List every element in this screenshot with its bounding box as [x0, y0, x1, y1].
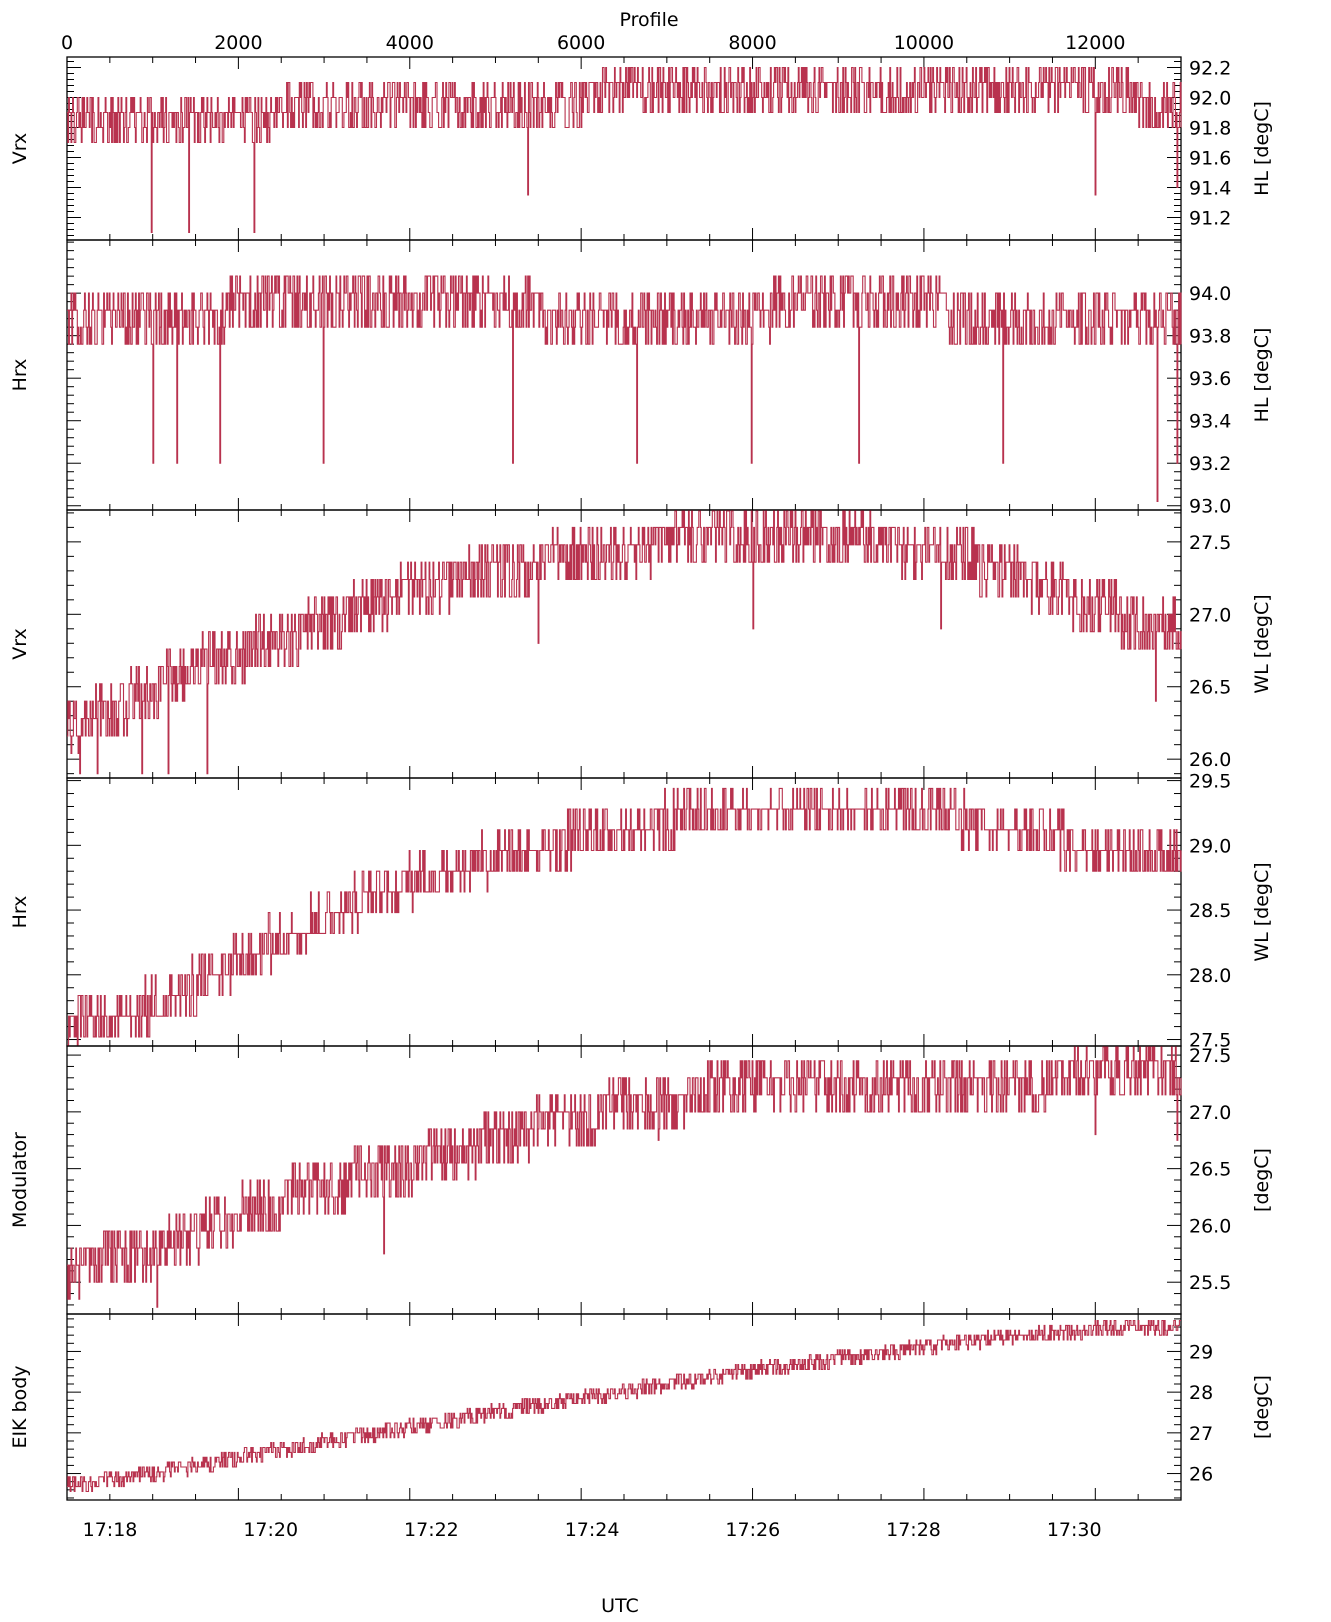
series-line [67, 510, 1182, 775]
bottom-axis-label: UTC [601, 1595, 639, 1617]
y-tick-label: 27 [1189, 1423, 1213, 1445]
panel-5: 25.5 26.0 26.5 27.0 27.5 Modulator [degC] [9, 1045, 1273, 1315]
panel-1: 91.2 91.4 91.6 91.8 92.0 92.2 Vrx HL [degC] [9, 56, 1273, 241]
top-tick-label: 8000 [728, 32, 776, 54]
y-tick-label: 92.2 [1189, 58, 1231, 80]
top-tick-label: 2000 [214, 32, 262, 54]
y-tick-label: 92.0 [1189, 88, 1231, 110]
left-axis-label: EIK body [9, 1365, 31, 1448]
series-line [67, 1319, 1181, 1493]
top-tick-label: 0 [61, 32, 73, 54]
y-tick-label: 93.2 [1189, 453, 1231, 475]
bottom-tick-label: 17:18 [83, 1519, 138, 1541]
y-tick-label: 93.6 [1189, 368, 1231, 390]
y-tick-label: 28 [1189, 1382, 1213, 1404]
top-tick-label: 12000 [1065, 32, 1125, 54]
bottom-tick-label: 17:22 [404, 1519, 459, 1541]
y-tick-label: 26.5 [1189, 677, 1231, 699]
left-axis-label: Vrx [9, 628, 31, 660]
y-tick-label: 26.5 [1189, 1159, 1231, 1181]
bottom-tick-label: 17:24 [565, 1519, 620, 1541]
top-axis-label: Profile [619, 9, 678, 31]
y-tick-label: 28.5 [1189, 900, 1231, 922]
bottom-tick-label: 17:20 [243, 1519, 298, 1541]
y-tick-label: 91.8 [1189, 118, 1231, 140]
top-tick-label: 4000 [386, 32, 434, 54]
y-tick-label: 26.0 [1189, 1215, 1231, 1237]
left-axis-label: Hrx [9, 896, 31, 929]
panel-frame [66, 777, 1182, 1047]
y-tick-label: 27.0 [1189, 604, 1231, 626]
y-tick-label: 25.5 [1189, 1272, 1231, 1294]
y-tick-label: 27.0 [1189, 1102, 1231, 1124]
right-axis-label: HL [degC] [1251, 101, 1273, 196]
y-tick-label: 26 [1189, 1464, 1213, 1486]
panel-4: 27.5 28.0 28.5 29.0 29.5 Hrx WL [degC] [9, 771, 1273, 1052]
y-tick-label: 93.8 [1189, 326, 1231, 348]
y-tick-label: 91.4 [1189, 178, 1231, 200]
top-axis-tick-labels: 0 2000 4000 6000 8000 10000 12000 [61, 32, 1126, 54]
y-tick-label: 29 [1189, 1341, 1213, 1363]
panel-frame [66, 1313, 1182, 1501]
left-axis-label: Hrx [9, 359, 31, 392]
y-tick-label: 91.2 [1189, 208, 1231, 230]
series-line [67, 787, 1182, 1046]
bottom-axis-tick-labels: 17:18 17:20 17:22 17:24 17:26 17:28 17:3… [83, 1519, 1102, 1541]
left-axis-label: Vrx [9, 133, 31, 165]
right-axis-label: [degC] [1251, 1148, 1273, 1212]
y-tick-label: 93.4 [1189, 411, 1231, 433]
y-tick-label: 91.6 [1189, 148, 1231, 170]
right-axis-label: WL [degC] [1251, 862, 1273, 961]
y-tick-label: 27.5 [1189, 1030, 1231, 1052]
y-tick-label: 29.5 [1189, 771, 1231, 793]
panel-3: 26.0 26.5 27.0 27.5 Vrx WL [degC] [9, 509, 1273, 779]
series-line [67, 1046, 1182, 1308]
y-tick-label: 28.0 [1189, 965, 1231, 987]
panel-frame [66, 239, 1182, 511]
bottom-tick-label: 17:26 [725, 1519, 780, 1541]
bottom-tick-label: 17:28 [886, 1519, 941, 1541]
right-axis-label: [degC] [1251, 1375, 1273, 1439]
right-axis-label: WL [degC] [1251, 594, 1273, 693]
y-tick-label: 94.0 [1189, 283, 1231, 305]
series-line [67, 66, 1182, 234]
top-tick-label: 10000 [894, 32, 954, 54]
y-tick-label: 93.0 [1189, 496, 1231, 518]
y-tick-label: 27.5 [1189, 1045, 1231, 1067]
y-tick-label: 26.0 [1189, 749, 1231, 771]
y-tick-label: 27.5 [1189, 532, 1231, 554]
panel-2: 93.0 93.2 93.4 93.6 93.8 94.0 Hrx HL [degC] [9, 239, 1273, 518]
top-tick-label: 6000 [557, 32, 605, 54]
left-axis-label: Modulator [9, 1132, 31, 1228]
right-axis-label: HL [degC] [1251, 328, 1273, 423]
bottom-tick-label: 17:30 [1047, 1519, 1102, 1541]
panel-6: 26 27 28 29 EIK body [degC] [9, 1313, 1273, 1501]
y-tick-label: 29.0 [1189, 835, 1231, 857]
series-line [67, 275, 1182, 503]
